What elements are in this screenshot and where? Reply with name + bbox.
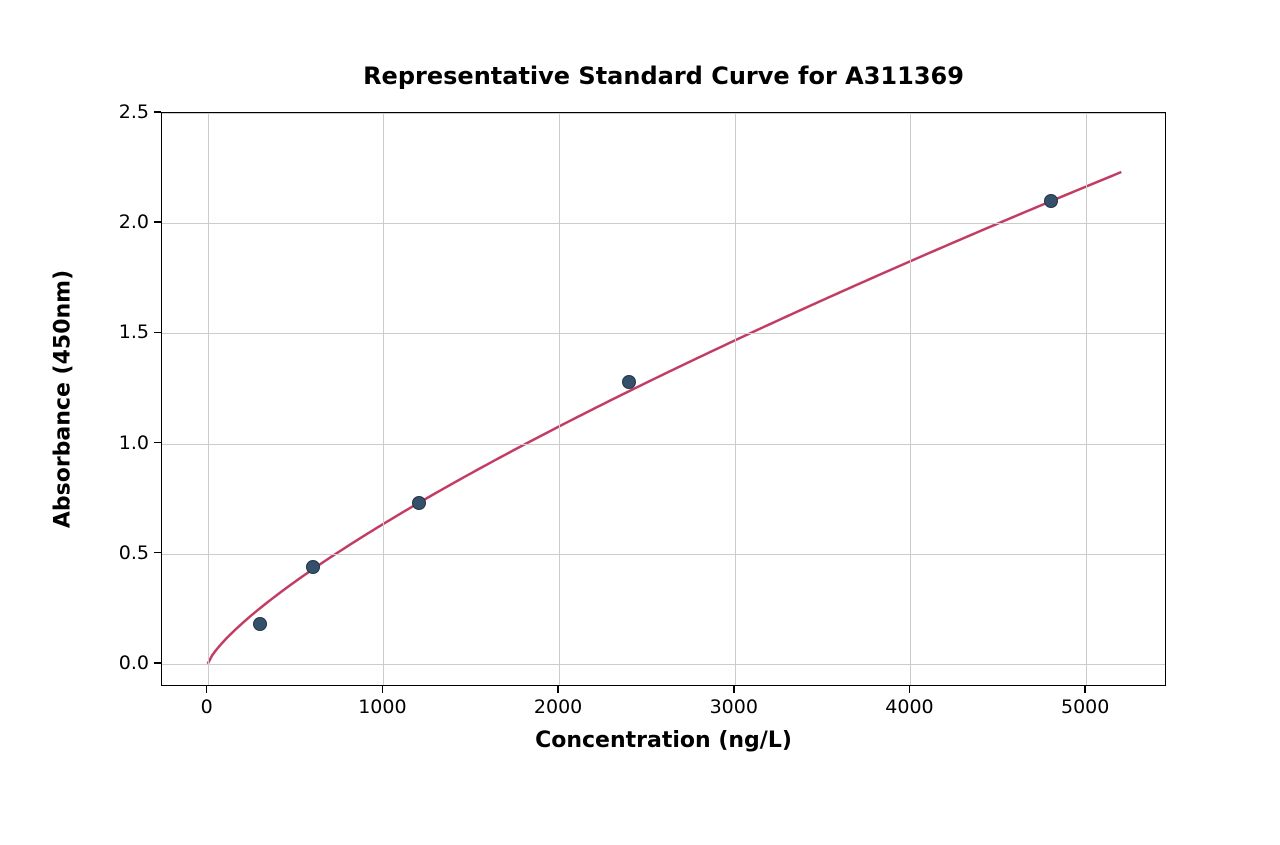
y-tick-label: 0.0 <box>119 652 149 674</box>
chart-title: Representative Standard Curve for A31136… <box>363 62 964 90</box>
gridline-horizontal <box>162 113 1165 114</box>
y-tick <box>154 442 161 444</box>
gridline-vertical <box>208 113 209 685</box>
gridline-vertical <box>559 113 560 685</box>
x-tick <box>733 686 735 693</box>
y-tick <box>154 221 161 223</box>
y-tick <box>154 332 161 334</box>
gridline-vertical <box>383 113 384 685</box>
x-tick <box>382 686 384 693</box>
gridline-horizontal <box>162 554 1165 555</box>
y-tick-label: 2.5 <box>119 101 149 123</box>
gridline-horizontal <box>162 333 1165 334</box>
gridline-horizontal <box>162 444 1165 445</box>
x-tick <box>1084 686 1086 693</box>
y-tick <box>154 662 161 664</box>
x-tick <box>909 686 911 693</box>
x-tick <box>206 686 208 693</box>
plot-area <box>161 112 1166 686</box>
x-tick-label: 1000 <box>358 696 406 718</box>
fit-curve <box>208 172 1122 664</box>
x-tick-label: 2000 <box>534 696 582 718</box>
y-tick <box>154 552 161 554</box>
x-tick-label: 5000 <box>1061 696 1109 718</box>
gridline-horizontal <box>162 223 1165 224</box>
x-tick-label: 3000 <box>710 696 758 718</box>
x-tick <box>557 686 559 693</box>
y-axis-label: Absorbance (450nm) <box>51 270 76 528</box>
gridline-vertical <box>910 113 911 685</box>
y-tick-label: 1.0 <box>119 432 149 454</box>
gridline-vertical <box>1086 113 1087 685</box>
y-tick-label: 1.5 <box>119 321 149 343</box>
y-tick-label: 0.5 <box>119 542 149 564</box>
y-tick-label: 2.0 <box>119 211 149 233</box>
data-point <box>622 375 636 389</box>
x-tick-label: 4000 <box>885 696 933 718</box>
gridline-horizontal <box>162 664 1165 665</box>
curve-svg <box>162 113 1165 685</box>
data-point <box>412 496 426 510</box>
y-tick <box>154 111 161 113</box>
figure: Representative Standard Curve for A31136… <box>0 0 1280 845</box>
data-point <box>253 617 267 631</box>
x-tick-label: 0 <box>201 696 213 718</box>
data-point <box>306 560 320 574</box>
data-point <box>1044 194 1058 208</box>
x-axis-label: Concentration (ng/L) <box>535 728 792 753</box>
gridline-vertical <box>735 113 736 685</box>
